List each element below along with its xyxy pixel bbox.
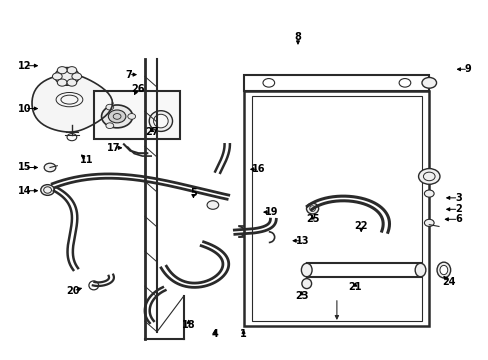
Circle shape (72, 73, 81, 80)
Circle shape (424, 190, 433, 197)
Bar (251, 96, 421, 321)
Text: 25: 25 (305, 214, 319, 224)
Text: 21: 21 (348, 282, 362, 292)
Text: 2: 2 (454, 204, 461, 214)
Circle shape (102, 105, 132, 128)
Circle shape (57, 79, 67, 86)
Ellipse shape (436, 262, 450, 278)
Text: 23: 23 (295, 291, 308, 301)
Text: 19: 19 (264, 207, 277, 217)
Circle shape (106, 123, 114, 129)
Text: 13: 13 (296, 236, 309, 246)
Circle shape (106, 104, 114, 110)
Bar (244, 75, 428, 91)
Text: 3: 3 (454, 193, 461, 203)
Text: 15: 15 (18, 162, 31, 172)
Circle shape (44, 163, 56, 172)
Ellipse shape (149, 111, 172, 131)
Circle shape (206, 201, 218, 209)
Circle shape (55, 67, 79, 85)
Ellipse shape (439, 265, 447, 275)
Text: 26: 26 (130, 84, 144, 94)
Circle shape (418, 168, 439, 184)
Text: 1: 1 (240, 329, 246, 339)
Text: 27: 27 (145, 127, 159, 137)
Text: 16: 16 (252, 164, 265, 174)
Text: 17: 17 (106, 143, 120, 153)
Text: 24: 24 (441, 277, 454, 287)
Text: 10: 10 (18, 104, 31, 113)
Ellipse shape (41, 185, 54, 195)
Text: 8: 8 (294, 32, 301, 42)
Ellipse shape (414, 263, 425, 277)
Circle shape (108, 110, 125, 123)
Text: 18: 18 (182, 320, 195, 330)
Polygon shape (32, 75, 112, 132)
Text: 7: 7 (125, 69, 132, 80)
Text: 5: 5 (190, 188, 196, 198)
Ellipse shape (153, 114, 168, 128)
Text: 22: 22 (354, 221, 367, 231)
Circle shape (67, 67, 77, 74)
Circle shape (424, 219, 433, 226)
Bar (244, 91, 428, 327)
Circle shape (52, 73, 62, 80)
Text: 4: 4 (211, 329, 218, 339)
Ellipse shape (306, 203, 318, 214)
Circle shape (421, 77, 436, 88)
Text: 14: 14 (18, 186, 31, 196)
Bar (94, 91, 180, 139)
Ellipse shape (301, 279, 311, 289)
Ellipse shape (301, 263, 311, 277)
Circle shape (67, 79, 77, 86)
Circle shape (127, 113, 135, 119)
Text: 11: 11 (80, 156, 93, 165)
Text: 20: 20 (66, 286, 80, 296)
Text: 6: 6 (454, 214, 461, 224)
Circle shape (57, 67, 67, 74)
Text: 9: 9 (464, 64, 470, 74)
Text: 12: 12 (18, 61, 31, 71)
